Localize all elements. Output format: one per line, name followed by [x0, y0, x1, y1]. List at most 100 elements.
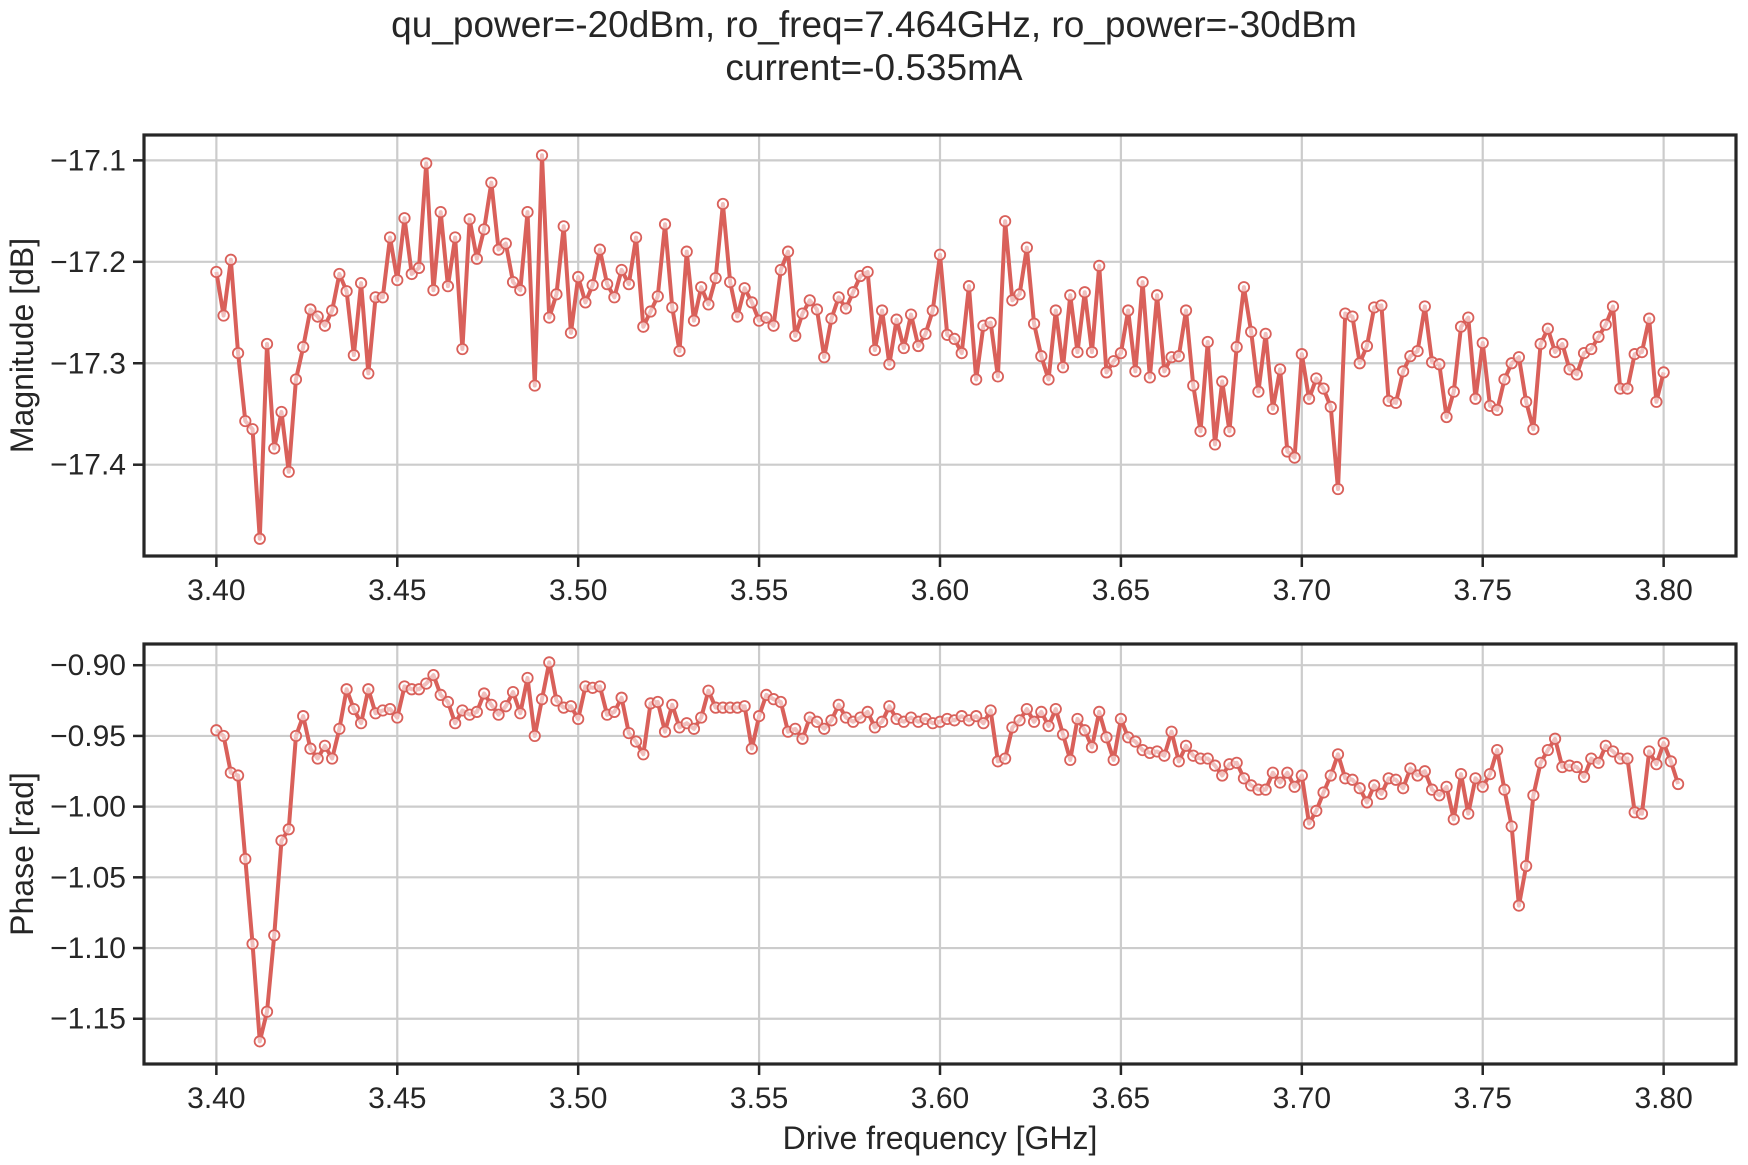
phase-data-point — [1621, 752, 1634, 765]
magnitude-data-point — [687, 314, 701, 327]
magnitude-data-point — [1042, 373, 1055, 386]
magnitude-data-point — [318, 319, 332, 332]
magnitude-data-point — [810, 303, 824, 316]
magnitude-data-point — [1331, 482, 1345, 496]
magnitude-data-point — [506, 275, 520, 289]
phase-data-point — [1027, 715, 1041, 728]
magnitude-data-point — [709, 271, 722, 285]
magnitude-data-point — [398, 212, 411, 225]
magnitude-data-point — [1252, 385, 1265, 398]
magnitude-data-point — [883, 358, 896, 371]
magnitude-xtick-label: 3.80 — [1634, 574, 1692, 607]
magnitude-data-point — [1635, 345, 1649, 359]
magnitude-data-point — [1288, 451, 1301, 464]
magnitude-data-point — [1295, 348, 1308, 361]
phase-data-point — [738, 700, 751, 713]
phase-xtick-label: 3.75 — [1454, 1082, 1512, 1115]
phase-data-point — [1389, 773, 1402, 786]
magnitude-data-point — [593, 243, 606, 256]
magnitude-data-point — [745, 296, 758, 309]
magnitude-data-point — [999, 215, 1012, 228]
magnitude-data-point — [608, 291, 621, 304]
phase-data-point — [1129, 735, 1142, 748]
phase-xtick-label: 3.70 — [1273, 1082, 1331, 1115]
phase-data-point — [810, 715, 824, 728]
phase-data-point — [1672, 777, 1685, 791]
phase-data-point — [434, 688, 447, 702]
magnitude-data-point — [1071, 345, 1084, 359]
magnitude-data-point — [1172, 350, 1185, 363]
phase-data-point — [1064, 753, 1077, 767]
figure-title-line2: current=-0.535mA — [725, 47, 1022, 88]
phase-data-point — [268, 929, 281, 942]
magnitude-data-point — [1179, 304, 1193, 317]
phase-data-point — [789, 722, 802, 735]
phase-data-point — [420, 677, 433, 690]
phase-data-point — [340, 683, 353, 696]
phase-data-point — [427, 669, 440, 682]
magnitude-data-point — [1454, 320, 1468, 333]
magnitude-data-point — [825, 312, 838, 325]
phase-data-point — [1491, 743, 1504, 757]
phase-data-point — [1107, 753, 1120, 767]
magnitude-data-point — [1129, 365, 1142, 378]
magnitude-data-point — [1013, 288, 1026, 301]
phase-data-point — [362, 683, 375, 696]
phase-data-point — [1208, 759, 1222, 772]
magnitude-data-point — [1433, 358, 1446, 371]
magnitude-data-point — [1534, 337, 1547, 351]
phase-ytick-label: −1.15 — [50, 1003, 126, 1036]
magnitude-data-point — [289, 373, 303, 386]
magnitude-data-point — [818, 351, 831, 364]
phase-data-point — [1179, 739, 1193, 752]
magnitude-data-point — [347, 349, 360, 362]
phase-data-point — [1433, 789, 1446, 802]
phase-data-point — [1302, 817, 1316, 830]
phase-data-point — [1216, 769, 1229, 782]
magnitude-xtick-label: 3.65 — [1092, 574, 1150, 607]
phase-data-point — [1469, 772, 1482, 785]
phase-data-point — [1013, 714, 1026, 727]
phase-data-point — [1664, 755, 1677, 768]
magnitude-data-point — [1599, 318, 1612, 331]
magnitude-data-point — [629, 231, 643, 244]
phase-data-point — [1324, 769, 1337, 782]
phase-xtick-label: 3.60 — [911, 1082, 969, 1115]
magnitude-data-point — [637, 320, 650, 333]
magnitude-data-point — [1035, 350, 1048, 363]
magnitude-data-point — [1230, 340, 1243, 354]
phase-data-point — [774, 695, 787, 709]
magnitude-data-point — [1078, 286, 1091, 299]
magnitude-data-point — [326, 304, 339, 317]
magnitude-data-point — [1064, 289, 1077, 302]
phase-ytick-label: −0.95 — [50, 720, 126, 753]
magnitude-data-point — [970, 373, 983, 386]
phase-data-point — [1541, 743, 1554, 757]
phase-data-point — [861, 705, 874, 718]
magnitude-data-point — [1100, 366, 1113, 379]
phase-data-point — [1201, 752, 1214, 765]
phase-data-point — [1172, 755, 1185, 768]
phase-data-point — [1230, 756, 1243, 769]
magnitude-data-point — [984, 316, 997, 329]
magnitude-data-point — [564, 326, 578, 339]
magnitude-data-point — [449, 231, 462, 244]
phase-ytick-label: −1.10 — [50, 932, 126, 965]
magnitude-data-point — [789, 329, 802, 342]
magnitude-xtick-label: 3.60 — [911, 574, 969, 607]
phase-ylabel: Phase [rad] — [4, 772, 40, 936]
magnitude-data-point — [1541, 322, 1554, 335]
phase-data-point — [1085, 741, 1099, 754]
magnitude-data-point — [796, 307, 809, 320]
magnitude-data-point — [1476, 336, 1489, 350]
phase-data-point — [550, 694, 563, 707]
magnitude-data-point — [673, 344, 686, 358]
magnitude-data-point — [847, 286, 860, 299]
magnitude-xtick-label: 3.45 — [368, 574, 426, 607]
magnitude-data-point — [868, 343, 881, 357]
phase-panel: 3.40 3.45 3.50 3.55 3.60 3.65 3.70 3.75 3.80 −0.9… — [4, 642, 1738, 1156]
magnitude-data-point — [1143, 371, 1156, 384]
magnitude-data-point — [1158, 365, 1171, 378]
phase-data-point — [702, 684, 715, 697]
magnitude-data-point — [1469, 392, 1482, 405]
